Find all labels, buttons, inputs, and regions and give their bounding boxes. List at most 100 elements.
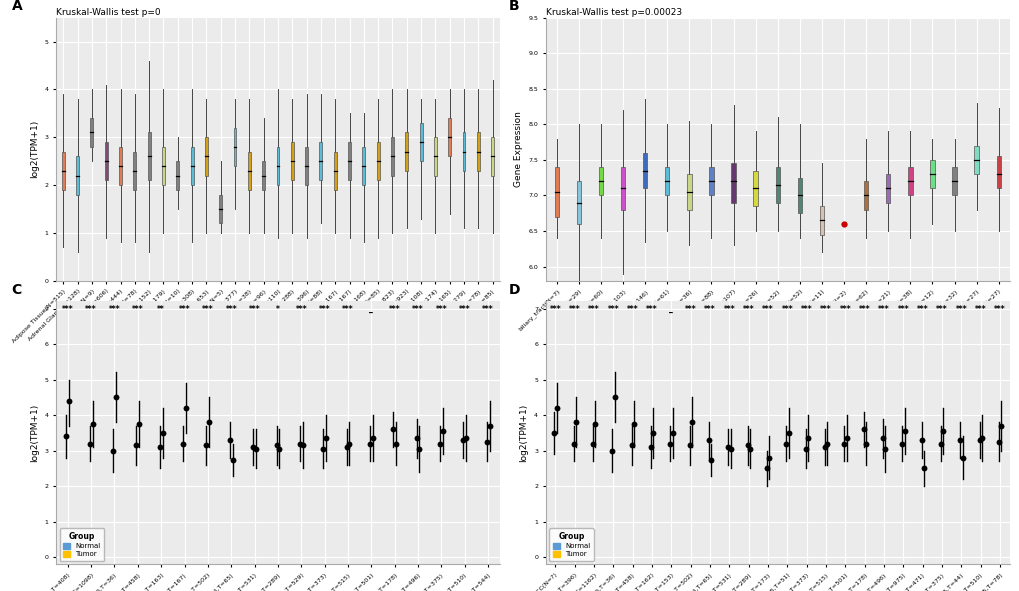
Legend: Normal, Tumor: Normal, Tumor xyxy=(59,528,104,561)
Point xyxy=(408,434,424,443)
Text: ***: *** xyxy=(955,305,966,314)
Text: A: A xyxy=(12,0,22,13)
Point xyxy=(644,428,660,437)
Y-axis label: Gene Expression: Gene Expression xyxy=(514,111,522,187)
Bar xyxy=(598,167,602,196)
Point xyxy=(934,426,951,436)
Point xyxy=(434,426,450,436)
Point xyxy=(478,437,494,447)
Point xyxy=(913,436,929,445)
Text: ***: *** xyxy=(569,305,580,314)
Text: **: ** xyxy=(157,305,165,314)
Point xyxy=(315,444,331,454)
Text: ***: *** xyxy=(341,305,354,314)
Bar xyxy=(886,174,890,203)
Point xyxy=(224,455,240,465)
Point xyxy=(105,446,121,456)
Text: Kruskal-Wallis test p=0.00023: Kruskal-Wallis test p=0.00023 xyxy=(545,8,681,17)
Point xyxy=(198,441,214,450)
Point xyxy=(780,428,796,437)
Bar xyxy=(907,167,912,196)
Point xyxy=(876,444,893,454)
Point xyxy=(131,419,148,428)
Text: ***: *** xyxy=(178,305,191,314)
Point xyxy=(387,439,404,449)
Bar xyxy=(797,178,801,213)
Bar xyxy=(753,171,757,206)
Bar xyxy=(390,137,393,176)
Bar xyxy=(433,137,436,176)
Y-axis label: log2(TPM+1): log2(TPM+1) xyxy=(519,404,528,462)
Point xyxy=(362,439,378,449)
Point xyxy=(741,444,757,454)
Point xyxy=(797,444,813,454)
Point xyxy=(993,421,1009,430)
Point xyxy=(318,434,334,443)
Text: ***: *** xyxy=(459,305,470,314)
Bar xyxy=(119,147,122,185)
Text: ***: *** xyxy=(994,305,1005,314)
Bar xyxy=(819,206,823,235)
Point xyxy=(454,436,471,445)
Point xyxy=(177,403,194,413)
Bar xyxy=(362,147,365,185)
Bar xyxy=(731,164,735,203)
Text: ***: *** xyxy=(684,305,696,314)
Text: ***: *** xyxy=(722,305,735,314)
Point xyxy=(951,436,967,445)
Point xyxy=(915,464,931,473)
Point xyxy=(896,426,912,436)
Point xyxy=(458,434,474,443)
Point xyxy=(605,392,622,402)
Text: ***: *** xyxy=(858,305,870,314)
Text: _: _ xyxy=(668,305,673,314)
Point xyxy=(545,428,561,437)
Bar xyxy=(621,167,625,210)
Text: ***: *** xyxy=(62,305,73,314)
Bar xyxy=(405,132,408,171)
Point xyxy=(681,441,697,450)
Text: ***: *** xyxy=(109,305,120,314)
Bar xyxy=(248,152,251,190)
Point xyxy=(702,455,718,465)
Point xyxy=(248,444,264,454)
Point xyxy=(663,428,680,437)
Text: ***: *** xyxy=(412,305,424,314)
Text: *: * xyxy=(276,305,279,314)
Point xyxy=(970,436,986,445)
Bar xyxy=(447,118,450,157)
Text: ***: *** xyxy=(435,305,446,314)
Point xyxy=(973,434,989,443)
Text: ***: *** xyxy=(225,305,236,314)
Bar xyxy=(276,147,279,185)
Text: ***: *** xyxy=(761,305,773,314)
Point xyxy=(108,392,124,402)
Bar xyxy=(333,152,336,190)
Bar xyxy=(863,181,867,210)
Text: ***: *** xyxy=(549,305,560,314)
Point xyxy=(548,403,565,413)
Point xyxy=(341,439,358,449)
Text: C: C xyxy=(12,282,22,297)
Point xyxy=(128,441,145,450)
Bar xyxy=(642,153,647,189)
Bar xyxy=(219,194,222,223)
Point xyxy=(721,444,738,454)
Point xyxy=(221,436,237,445)
Point xyxy=(587,419,603,428)
Text: ***: *** xyxy=(131,305,144,314)
Point xyxy=(874,434,891,443)
Bar xyxy=(554,167,558,217)
Y-axis label: log2(TPM+1): log2(TPM+1) xyxy=(30,404,39,462)
Point xyxy=(82,439,98,449)
Point xyxy=(294,441,311,450)
Text: ***: *** xyxy=(916,305,927,314)
Point xyxy=(271,444,287,454)
Point xyxy=(816,443,833,452)
Point xyxy=(857,439,873,449)
Bar xyxy=(419,123,422,161)
Point xyxy=(61,396,77,405)
Bar xyxy=(376,142,379,180)
Text: ***: *** xyxy=(86,305,97,314)
Point xyxy=(58,432,74,441)
